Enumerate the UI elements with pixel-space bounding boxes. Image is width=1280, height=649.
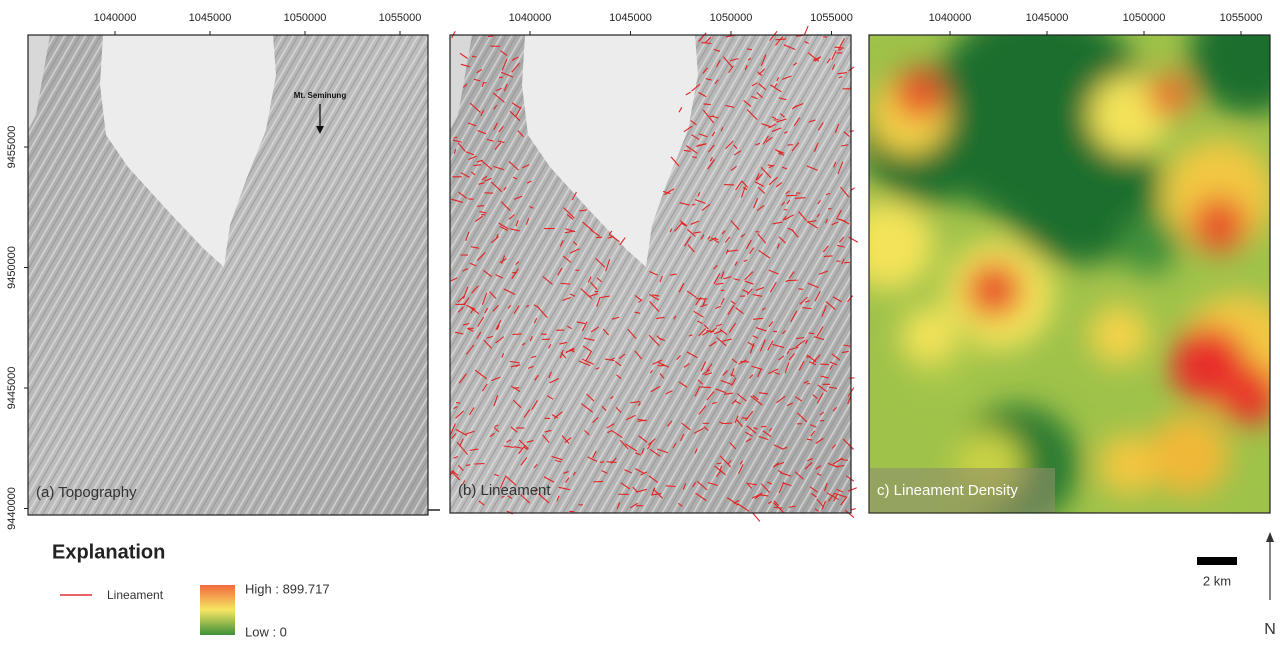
map-panel: c) Lineament Density <box>844 0 1280 525</box>
map-panel: (a) Topography <box>28 35 428 515</box>
density-blob <box>1149 415 1229 495</box>
lineament <box>820 420 824 421</box>
figure: (a) Topography (b) Lineament c) Lineament … <box>0 0 1280 644</box>
lineament <box>795 198 806 199</box>
density-blob <box>1191 197 1247 253</box>
density-blob <box>1089 305 1149 365</box>
x-tick-label: 1045000 <box>609 12 652 24</box>
lineament <box>512 334 521 335</box>
y-tick-label: 9440000 <box>6 487 18 530</box>
lineament <box>472 56 476 57</box>
x-tick-label: 1040000 <box>509 12 552 24</box>
lineament <box>761 426 766 427</box>
x-tick-label: 1050000 <box>1123 12 1166 24</box>
density-blob <box>1099 435 1159 495</box>
north-label: N <box>1264 621 1276 638</box>
legend-high: High : 899.717 <box>245 581 330 596</box>
x-tick-label: 1045000 <box>189 12 232 24</box>
lineament <box>786 195 797 196</box>
x-tick-label: 1055000 <box>1220 12 1263 24</box>
density-blob <box>1147 73 1191 117</box>
lineament <box>742 418 748 419</box>
density-blob <box>844 200 934 290</box>
lineament <box>561 283 570 284</box>
panel-label: (b) Lineament <box>458 482 551 499</box>
lineament <box>477 206 484 207</box>
peak-annotation: Mt. Seminung <box>294 91 347 100</box>
y-tick-label: 9450000 <box>6 246 18 289</box>
lineament <box>666 486 676 487</box>
lineament <box>541 334 547 335</box>
lineament <box>752 512 759 521</box>
lineament <box>722 423 732 424</box>
legend-title: Explanation <box>52 541 165 563</box>
y-tick-label: 9455000 <box>6 126 18 169</box>
x-tick-label: 1040000 <box>94 12 137 24</box>
lineament <box>456 403 460 404</box>
lineament <box>466 465 470 466</box>
lineament <box>844 262 850 263</box>
lineament <box>784 209 788 210</box>
density-blob <box>894 70 944 120</box>
density-blob <box>1119 215 1179 275</box>
panel-label: (a) Topography <box>36 484 137 501</box>
x-tick-label: 1050000 <box>284 12 327 24</box>
x-tick-label: 1055000 <box>810 12 853 24</box>
lineament <box>773 120 778 121</box>
north-arrow-head <box>1266 532 1274 542</box>
density-blob <box>966 262 1022 318</box>
x-tick-label: 1045000 <box>1026 12 1069 24</box>
map-panel: (b) Lineament <box>450 26 858 521</box>
legend-ramp <box>200 585 235 635</box>
x-tick-label: 1050000 <box>710 12 753 24</box>
density-blob <box>901 307 957 363</box>
lineament <box>828 208 831 209</box>
density-surface <box>844 0 1280 525</box>
scale-bar <box>1197 557 1237 565</box>
lineament <box>851 509 856 510</box>
legend-low: Low : 0 <box>245 624 287 639</box>
lineament <box>804 26 808 35</box>
panel-label: c) Lineament Density <box>877 482 1018 499</box>
x-tick-label: 1040000 <box>929 12 972 24</box>
scale-bar-label: 2 km <box>1203 573 1231 588</box>
y-tick-label: 9445000 <box>6 367 18 410</box>
lineament <box>704 104 711 105</box>
x-tick-label: 1055000 <box>379 12 422 24</box>
lineament <box>700 387 711 388</box>
legend-lineament: Lineament <box>107 588 164 602</box>
map-panels: (a) Topography (b) Lineament c) Lineament … <box>28 0 1280 525</box>
